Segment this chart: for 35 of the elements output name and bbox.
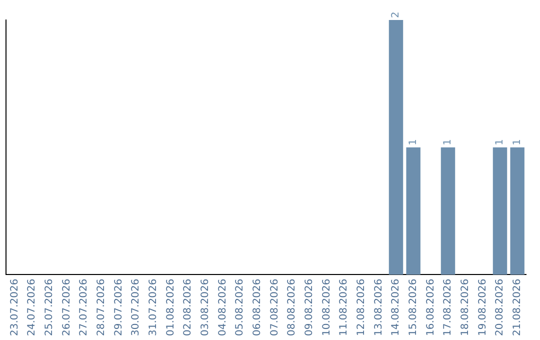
x-tick-label: 21.08.2026 bbox=[512, 278, 523, 336]
x-tick-label: 15.08.2026 bbox=[408, 278, 419, 336]
x-tick-label: 08.08.2026 bbox=[286, 278, 298, 336]
x-tick-label: 19.08.2026 bbox=[477, 278, 488, 336]
x-tick-label: 05.08.2026 bbox=[234, 278, 246, 336]
x-tick-label: 23.07.2026 bbox=[9, 278, 20, 336]
x-tick-label: 16.08.2026 bbox=[425, 278, 436, 336]
x-tick-label: 29.07.2026 bbox=[113, 278, 124, 336]
x-tick-label: 18.08.2026 bbox=[460, 278, 471, 336]
x-tick-label: 24.07.2026 bbox=[26, 278, 38, 336]
x-tick-label: 30.07.2026 bbox=[130, 278, 142, 336]
x-tick-label: 31.07.2026 bbox=[148, 278, 159, 336]
x-tick-label: 03.08.2026 bbox=[200, 278, 211, 336]
x-tick-label: 06.08.2026 bbox=[252, 278, 263, 336]
data-label: 1 bbox=[494, 138, 506, 146]
data-label: 1 bbox=[408, 138, 419, 146]
x-tick-label: 27.07.2026 bbox=[78, 278, 90, 336]
x-tick-label: 01.08.2026 bbox=[165, 278, 176, 336]
data-label: 1 bbox=[442, 138, 454, 146]
x-tick-label: 11.08.2026 bbox=[338, 278, 350, 336]
data-label: 2 bbox=[390, 12, 402, 18]
data-label: 1 bbox=[512, 138, 523, 146]
x-tick-label: 20.08.2026 bbox=[494, 278, 506, 336]
x-tick-label: 10.08.2026 bbox=[321, 278, 332, 336]
x-tick-label: 26.07.2026 bbox=[61, 278, 72, 336]
x-tick-label: 04.08.2026 bbox=[217, 278, 228, 336]
x-tick-label: 02.08.2026 bbox=[182, 278, 194, 336]
x-tick-label: 13.08.2026 bbox=[373, 278, 384, 336]
x-tick-label: 07.08.2026 bbox=[269, 278, 280, 336]
x-tick-label: 17.08.2026 bbox=[442, 278, 454, 336]
x-tick-label: 14.08.2026 bbox=[390, 278, 402, 336]
x-tick-label: 25.07.2026 bbox=[44, 278, 55, 336]
x-tick-label: 12.08.2026 bbox=[356, 278, 367, 336]
x-tick-label: 09.08.2026 bbox=[304, 278, 315, 336]
x-tick-label: 28.07.2026 bbox=[96, 278, 107, 336]
